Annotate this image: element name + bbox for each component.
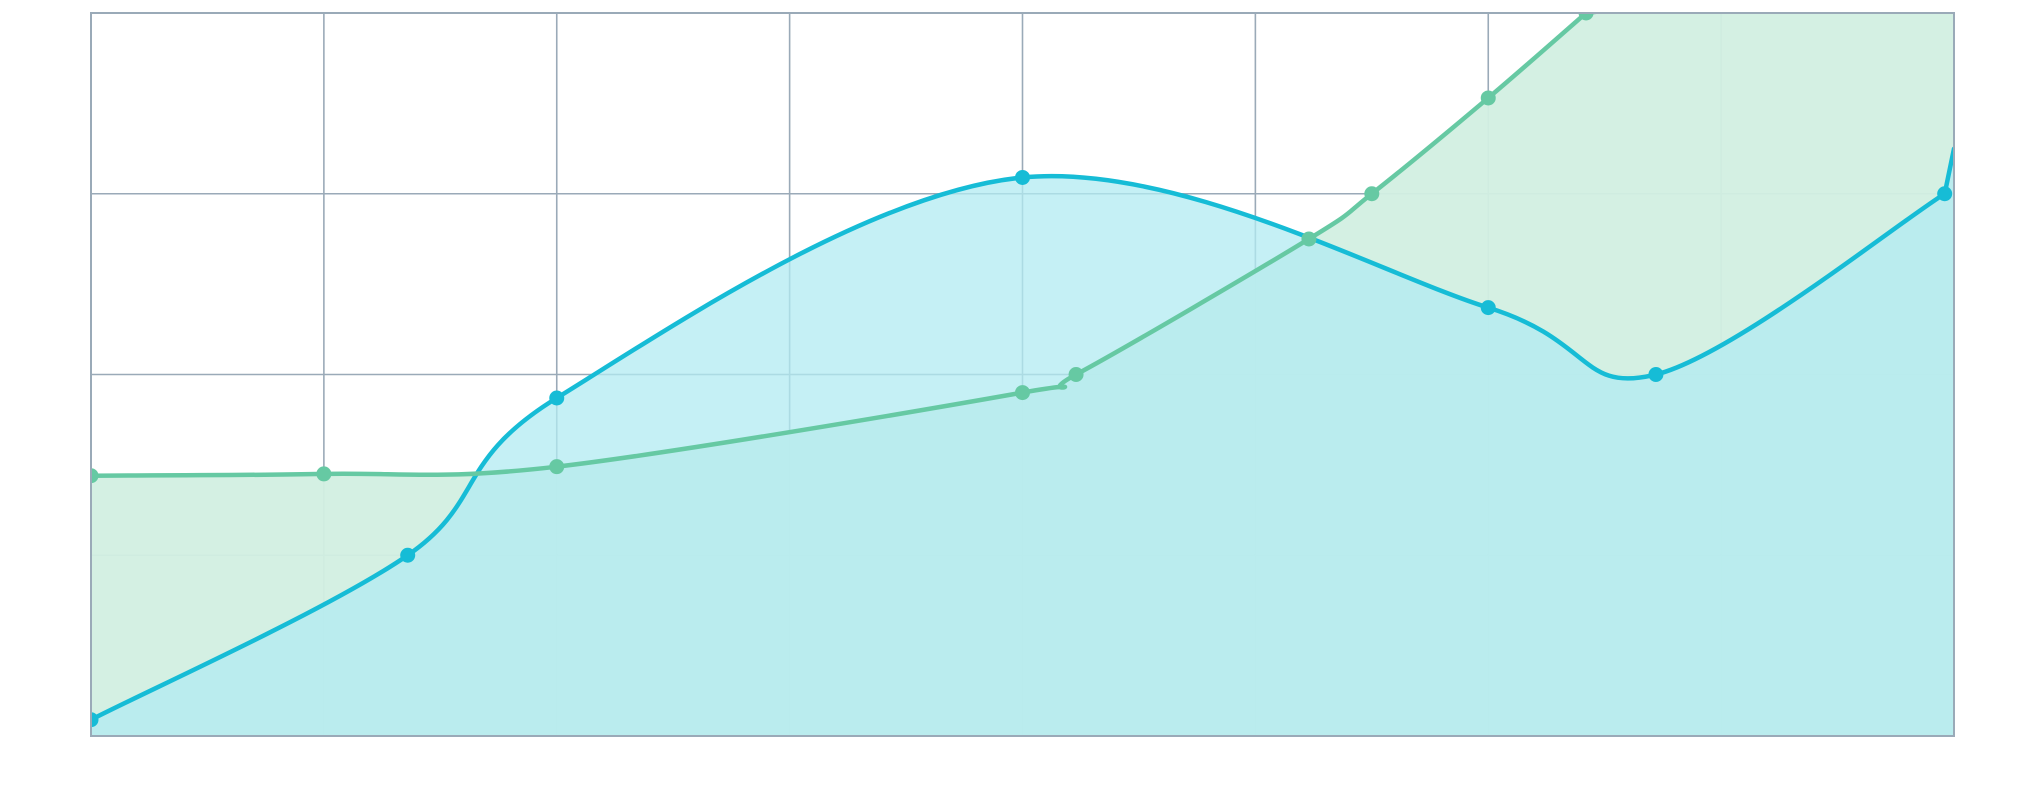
- series-fills: [91, 13, 1954, 736]
- series-green-point-6: [1364, 186, 1380, 202]
- series-cyan-point-6: [1937, 186, 1953, 202]
- series-green-line: [91, 13, 1605, 478]
- series-cyan-point-0: [91, 712, 99, 728]
- series-green-point-7: [1480, 90, 1496, 106]
- series-cyan-point-5: [1648, 367, 1664, 382]
- series-green-point-4: [1068, 367, 1084, 382]
- series-cyan-point-3: [1015, 169, 1030, 185]
- series-green-point-5: [1301, 231, 1317, 247]
- series-green-point-3: [1015, 385, 1030, 401]
- series-cyan-point-4: [1480, 300, 1496, 316]
- series-green-point-0: [91, 468, 99, 484]
- series-cyan-point-1: [400, 547, 416, 563]
- series-green-point-8: [1578, 13, 1594, 21]
- series-cyan-point-2: [549, 390, 565, 406]
- plot-frame: [90, 12, 1955, 737]
- series-points: [91, 13, 1953, 728]
- series-green-point-1: [316, 466, 332, 482]
- series-green-point-2: [549, 459, 565, 475]
- series-cyan-area: [91, 148, 1954, 736]
